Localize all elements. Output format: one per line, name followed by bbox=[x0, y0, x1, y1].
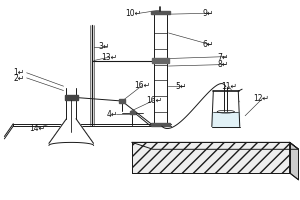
Text: 16↵: 16↵ bbox=[146, 96, 162, 105]
Polygon shape bbox=[49, 119, 94, 145]
Polygon shape bbox=[67, 88, 76, 119]
Text: 14↵: 14↵ bbox=[30, 124, 46, 133]
Text: 13↵: 13↵ bbox=[101, 53, 117, 62]
Polygon shape bbox=[290, 142, 298, 180]
Polygon shape bbox=[130, 111, 134, 114]
Text: 11↵: 11↵ bbox=[221, 82, 237, 91]
Text: 3↵: 3↵ bbox=[99, 42, 110, 51]
Text: 5↵: 5↵ bbox=[175, 82, 187, 91]
Polygon shape bbox=[152, 58, 169, 63]
Polygon shape bbox=[154, 14, 167, 123]
Polygon shape bbox=[212, 112, 239, 127]
Polygon shape bbox=[132, 142, 290, 173]
Text: 9↵: 9↵ bbox=[202, 9, 213, 18]
Text: 12↵: 12↵ bbox=[254, 94, 269, 103]
Polygon shape bbox=[132, 142, 298, 149]
Text: 16↵: 16↵ bbox=[134, 81, 151, 90]
Polygon shape bbox=[151, 11, 170, 14]
Text: 4↵: 4↵ bbox=[107, 110, 118, 119]
Text: 2↵: 2↵ bbox=[13, 74, 24, 83]
Text: 6↵: 6↵ bbox=[202, 40, 214, 49]
Polygon shape bbox=[151, 123, 170, 126]
Text: 8↵: 8↵ bbox=[218, 60, 229, 69]
Polygon shape bbox=[65, 95, 78, 100]
Polygon shape bbox=[119, 99, 125, 103]
Polygon shape bbox=[212, 91, 240, 127]
Text: 10↵: 10↵ bbox=[126, 9, 142, 18]
Text: 1↵: 1↵ bbox=[13, 68, 24, 77]
Text: 7↵: 7↵ bbox=[218, 53, 229, 62]
